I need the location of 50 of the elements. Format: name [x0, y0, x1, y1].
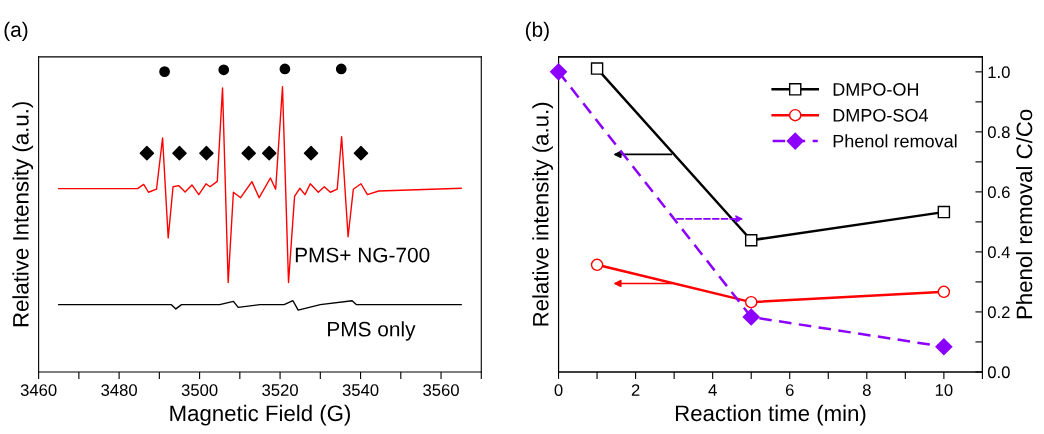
legend-label: DMPO-OH: [833, 83, 919, 96]
point: [935, 338, 953, 356]
point: [139, 145, 155, 161]
point: [159, 66, 170, 77]
x-tick-label: 3460: [20, 384, 57, 396]
y2-tick-label: 0.0: [987, 366, 1010, 379]
x-tick-label: 3520: [262, 384, 298, 396]
x-tick-label: 8: [862, 384, 871, 396]
annotation: PMS only: [328, 321, 416, 341]
point: [744, 295, 758, 309]
x-tick-label: 3500: [181, 384, 218, 396]
point: [937, 285, 951, 299]
text: (a): [4, 21, 28, 42]
x-tick-label: 2: [631, 384, 640, 396]
y2-tick-label: 0.8: [987, 126, 1010, 139]
x-tick-label: 6: [785, 384, 794, 396]
y2-axis-title: Phenol removal C/Co: [1015, 109, 1033, 319]
x-tick-label: 3560: [423, 384, 459, 396]
point: [590, 62, 604, 75]
y2-tick-label: 0.2: [987, 306, 1010, 319]
legend-label: DMPO-SO4: [833, 108, 929, 122]
point: [353, 145, 369, 161]
text: (b): [525, 21, 549, 42]
x-tick-label: 4: [708, 384, 717, 396]
y2-tick-label: 1.0: [988, 66, 1010, 79]
x-tick-label: 0: [554, 384, 563, 396]
point: [303, 145, 319, 161]
point: [742, 308, 760, 326]
x-tick-label: 3480: [101, 384, 137, 396]
y2-tick-label: 0.6: [987, 186, 1010, 199]
point: [744, 234, 758, 247]
point: [549, 63, 568, 81]
point: [279, 63, 291, 75]
legend-label: Phenol removal: [833, 134, 957, 148]
x-tick-label: 10: [935, 384, 953, 396]
point: [241, 145, 256, 161]
point: [218, 64, 230, 76]
annotation: PMS+ NG-700: [295, 247, 430, 263]
point: [335, 63, 347, 75]
y2-tick-label: 0.4: [987, 246, 1010, 259]
point: [172, 145, 187, 161]
point: [590, 258, 604, 272]
y-axis-title: Relative intensity (a.u.): [532, 102, 553, 326]
point: [199, 145, 214, 161]
point: [937, 205, 951, 219]
point: [261, 145, 277, 161]
x-axis-title: Magnetic Field (G): [170, 404, 350, 426]
x-tick-label: 3540: [342, 384, 379, 396]
y-axis-title: Relative Intensity (a.u.): [12, 102, 34, 327]
x-axis-title: Reaction time (min): [675, 404, 866, 426]
